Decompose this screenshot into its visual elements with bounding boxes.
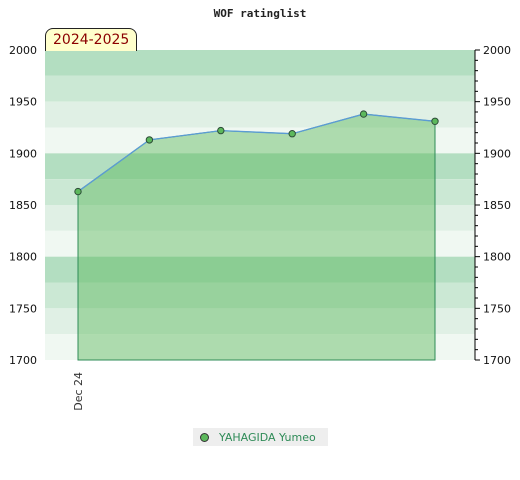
y-tick-label-left: 1900 — [9, 147, 37, 160]
y-tick-label-right: 1950 — [483, 96, 511, 109]
background-band — [45, 205, 475, 231]
y-tick-label-right: 1900 — [483, 147, 511, 160]
data-point — [145, 136, 154, 144]
series-area — [77, 113, 436, 361]
background-band — [45, 308, 475, 335]
x-tick-label: Dec 24 — [72, 372, 85, 411]
y-tick-label-left: 1800 — [9, 251, 37, 264]
y-axis-right: 1700 1750 1800 1850 1900 1950 2000 — [474, 44, 511, 367]
data-point — [288, 130, 296, 138]
y-tick-label-right: 1800 — [483, 251, 511, 264]
legend-marker-icon — [200, 432, 209, 442]
y-tick-label-left: 2000 — [9, 44, 37, 57]
y-tick-label-left: 1950 — [9, 96, 37, 109]
season-label: 2024-2025 — [45, 28, 138, 51]
background-band — [45, 179, 475, 205]
background-band — [45, 153, 475, 180]
data-points — [74, 110, 439, 196]
background-bands — [45, 50, 475, 360]
background-band — [45, 282, 475, 309]
y-tick-label-right: 2000 — [483, 44, 511, 57]
x-axis: Dec 24 — [72, 372, 85, 411]
background-band — [45, 50, 475, 76]
legend-label: YAHAGIDA Yumeo — [219, 430, 316, 444]
data-point — [74, 187, 82, 196]
y-tick-label-right: 1750 — [483, 302, 511, 315]
background-band — [45, 101, 475, 128]
data-point — [431, 117, 439, 126]
background-band — [45, 256, 475, 283]
data-point — [359, 110, 368, 118]
y-tick-label-left: 1700 — [9, 354, 37, 367]
chart-title: WOF ratinglist — [214, 7, 307, 20]
y-tick-label-right: 1700 — [483, 354, 511, 367]
legend[interactable]: YAHAGIDA Yumeo — [193, 428, 328, 446]
background-band — [45, 334, 475, 360]
series-line — [77, 113, 436, 193]
y-tick-label-left: 1850 — [9, 199, 37, 212]
data-point — [217, 126, 225, 135]
y-tick-label-left: 1750 — [9, 302, 37, 315]
background-band — [45, 75, 475, 102]
y-tick-label-right: 1850 — [483, 199, 511, 212]
y-axis-left: 1700 1750 1800 1850 1900 1950 2000 — [9, 44, 37, 367]
background-band — [45, 230, 475, 257]
